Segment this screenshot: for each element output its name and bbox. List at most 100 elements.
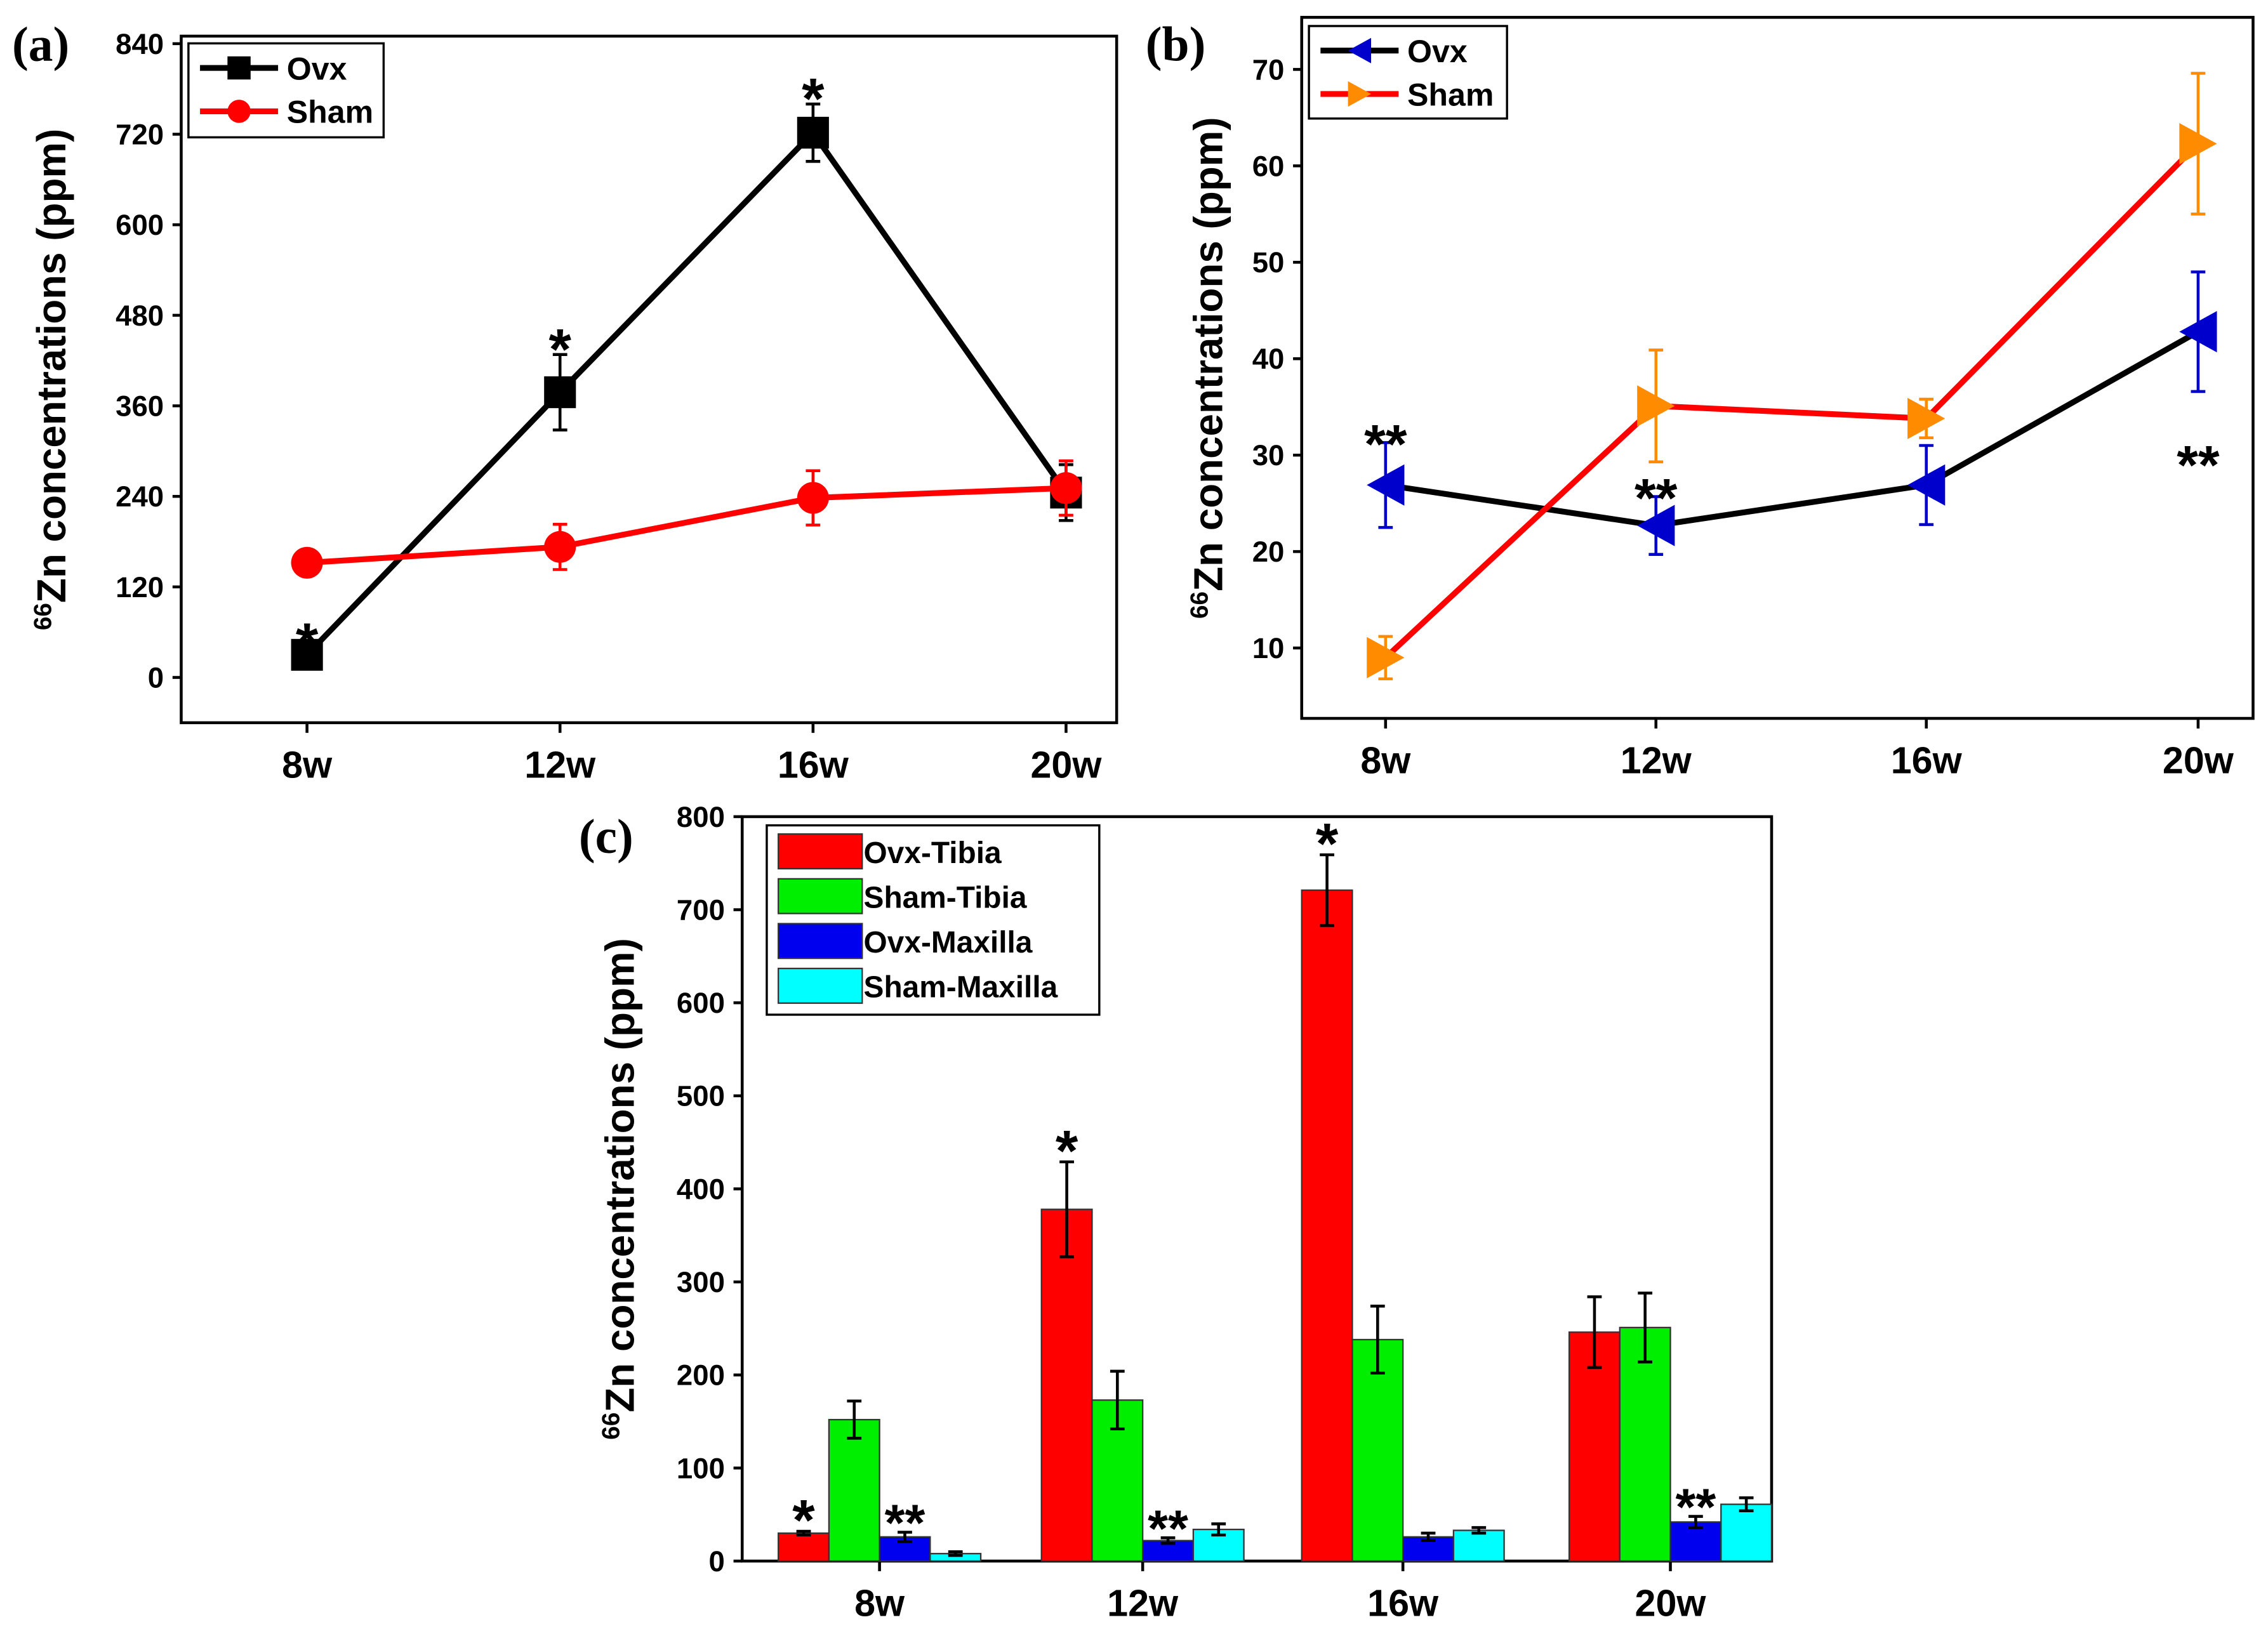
y-tick-label: 200 xyxy=(677,1359,725,1392)
x-tick-label: 8w xyxy=(282,743,333,786)
y-tick-label: 30 xyxy=(1252,439,1285,472)
panel-a: (a) 0 120 240 360 480 600 720 840 8w 12w 16w 20w 66Zn… xyxy=(12,17,1118,786)
significance-annotation: ** xyxy=(885,1494,925,1552)
panel-label: (a) xyxy=(12,17,69,72)
y-tick-label: 10 xyxy=(1252,632,1285,664)
circle-marker xyxy=(1050,472,1082,505)
series-ovx: ** ** ** xyxy=(1364,270,2220,556)
y-tick-label: 480 xyxy=(116,300,164,332)
legend: Ovx-Tibia Sham-Tibia Ovx-Maxilla Sham-Maxil… xyxy=(766,824,1101,1016)
significance-annotation: * xyxy=(296,612,319,676)
bar xyxy=(1568,1331,1621,1562)
triangle-left-marker xyxy=(1367,464,1405,506)
series-line xyxy=(1385,329,2200,529)
y-tick-label: 60 xyxy=(1252,150,1285,182)
y-tick-label: 50 xyxy=(1252,246,1285,279)
y-tick-label: 20 xyxy=(1252,536,1285,568)
y-tick-label: 120 xyxy=(116,571,164,603)
bar xyxy=(828,1418,880,1562)
legend-label: Ovx-Maxilla xyxy=(864,926,1033,960)
series-line xyxy=(307,485,1066,566)
significance-annotation: ** xyxy=(1635,468,1678,529)
y-axis-label-superscript: 66 xyxy=(1186,591,1214,619)
triangle-right-marker xyxy=(2179,122,2217,164)
significance-annotation: * xyxy=(802,67,825,131)
panel-label: (b) xyxy=(1146,17,1206,72)
legend-swatch xyxy=(778,878,863,914)
x-tick-label: 16w xyxy=(778,743,849,786)
panel-b: (b) 10 20 30 40 50 60 70 8w 12w 16w 20w 66Zn concent… xyxy=(1146,16,2255,782)
triangle-right-marker xyxy=(1907,397,1946,440)
circle-marker xyxy=(227,100,251,123)
triangle-left-marker xyxy=(1348,37,1372,63)
x-tick-label: 20w xyxy=(2163,739,2234,782)
series-sham xyxy=(1367,72,2217,681)
y-axis-label: 66Zn concentrations (ppm) xyxy=(1185,117,1231,619)
y-tick-label: 500 xyxy=(677,1080,725,1112)
legend-swatch xyxy=(778,833,863,870)
legend: Ovx Sham xyxy=(187,42,385,139)
y-tick-label: 240 xyxy=(116,480,164,513)
bar xyxy=(1351,1338,1404,1562)
y-tick-label: 400 xyxy=(677,1173,725,1205)
square-marker xyxy=(797,117,829,149)
triangle-left-marker xyxy=(1637,505,1675,546)
circle-marker xyxy=(291,546,323,579)
x-tick-label: 16w xyxy=(1891,739,1963,782)
series-ovx-tibia: *** xyxy=(778,812,1621,1562)
significance-annotation: ** xyxy=(1148,1500,1188,1558)
x-tick-label: 12w xyxy=(1621,739,1692,782)
significance-annotation: * xyxy=(792,1489,815,1553)
legend-label: Sham xyxy=(287,95,373,130)
bar xyxy=(1301,889,1353,1562)
legend-label: Ovx xyxy=(1407,34,1468,69)
y-tick-label: 0 xyxy=(148,661,164,694)
bar xyxy=(1040,1208,1093,1562)
legend-frame xyxy=(187,42,385,139)
significance-annotation: * xyxy=(549,317,572,381)
square-marker xyxy=(291,638,323,671)
y-axis-label: 66Zn concentrations (ppm) xyxy=(597,938,642,1440)
x-tick-label: 20w xyxy=(1635,1582,1707,1625)
significance-annotation: * xyxy=(1056,1119,1078,1184)
circle-marker xyxy=(797,482,829,514)
x-tick-label: 16w xyxy=(1367,1582,1439,1625)
circle-marker xyxy=(544,531,576,563)
series-line xyxy=(1383,142,2201,660)
y-axis-label: 66Zn concentrations (ppm) xyxy=(29,129,74,631)
square-marker xyxy=(227,56,251,80)
y-tick-label: 300 xyxy=(677,1266,725,1298)
x-tick-label: 12w xyxy=(524,743,596,786)
x-tick-label: 8w xyxy=(1360,739,1411,782)
y-tick-label: 0 xyxy=(709,1545,725,1578)
legend-swatch xyxy=(778,923,863,960)
series-sham xyxy=(291,459,1082,579)
y-axis-label-superscript: 66 xyxy=(29,603,56,630)
significance-annotation: ** xyxy=(2177,435,2220,496)
y-tick-label: 70 xyxy=(1252,53,1285,86)
y-tick-label: 40 xyxy=(1252,343,1285,375)
square-marker xyxy=(544,376,576,409)
series-ovx-maxilla: ** ** ** xyxy=(879,1479,1722,1562)
y-axis-label-text: Zn concentrations (ppm) xyxy=(597,938,642,1412)
y-axis-label-text: Zn concentrations (ppm) xyxy=(29,129,74,603)
y-axis-label-superscript: 66 xyxy=(598,1413,625,1440)
series-ovx: * * * xyxy=(291,67,1082,676)
panel-c: (c) 0 100 200 300 400 500 600 700 800 8w 12w 16w 20w 6… xyxy=(579,801,1774,1625)
legend-label: Sham-Tibia xyxy=(864,881,1027,914)
triangle-left-marker xyxy=(1907,464,1946,506)
x-tick-label: 12w xyxy=(1107,1582,1179,1625)
series-sham-maxilla xyxy=(929,1496,1773,1562)
legend-label: Sham xyxy=(1407,77,1494,112)
plot-frame xyxy=(1300,16,2255,720)
y-tick-label: 360 xyxy=(116,390,164,422)
x-tick-label: 20w xyxy=(1030,743,1102,786)
bar xyxy=(1452,1529,1505,1562)
legend-label: Ovx-Tibia xyxy=(864,836,1002,870)
y-axis-label-text: Zn concentrations (ppm) xyxy=(1185,117,1231,591)
triangle-right-marker xyxy=(1367,636,1405,678)
y-tick-label: 600 xyxy=(116,209,164,241)
legend-swatch xyxy=(778,967,863,1004)
bar xyxy=(1720,1503,1773,1562)
